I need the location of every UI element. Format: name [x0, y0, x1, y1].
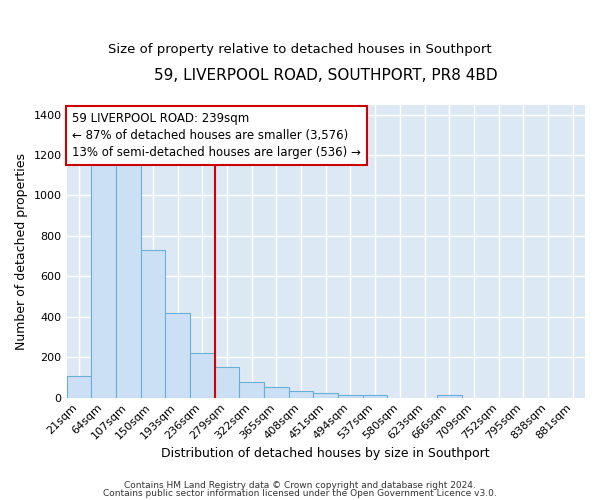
- Text: Contains public sector information licensed under the Open Government Licence v3: Contains public sector information licen…: [103, 488, 497, 498]
- Bar: [140, 250, 165, 398]
- Bar: [165, 312, 190, 398]
- Text: Size of property relative to detached houses in Southport: Size of property relative to detached ho…: [108, 42, 492, 56]
- Bar: [190, 353, 215, 398]
- Title: 59, LIVERPOOL ROAD, SOUTHPORT, PR8 4BD: 59, LIVERPOOL ROAD, SOUTHPORT, PR8 4BD: [154, 68, 497, 82]
- Bar: [363, 394, 388, 398]
- Text: 59 LIVERPOOL ROAD: 239sqm
← 87% of detached houses are smaller (3,576)
13% of se: 59 LIVERPOOL ROAD: 239sqm ← 87% of detac…: [72, 112, 361, 159]
- Text: Contains HM Land Registry data © Crown copyright and database right 2024.: Contains HM Land Registry data © Crown c…: [124, 481, 476, 490]
- Bar: [215, 368, 239, 398]
- Bar: [437, 394, 461, 398]
- Bar: [239, 382, 264, 398]
- Y-axis label: Number of detached properties: Number of detached properties: [15, 152, 28, 350]
- Bar: [313, 392, 338, 398]
- Bar: [91, 163, 116, 398]
- Bar: [264, 388, 289, 398]
- X-axis label: Distribution of detached houses by size in Southport: Distribution of detached houses by size …: [161, 447, 490, 460]
- Bar: [338, 394, 363, 398]
- Bar: [116, 163, 140, 398]
- Bar: [289, 390, 313, 398]
- Bar: [67, 376, 91, 398]
